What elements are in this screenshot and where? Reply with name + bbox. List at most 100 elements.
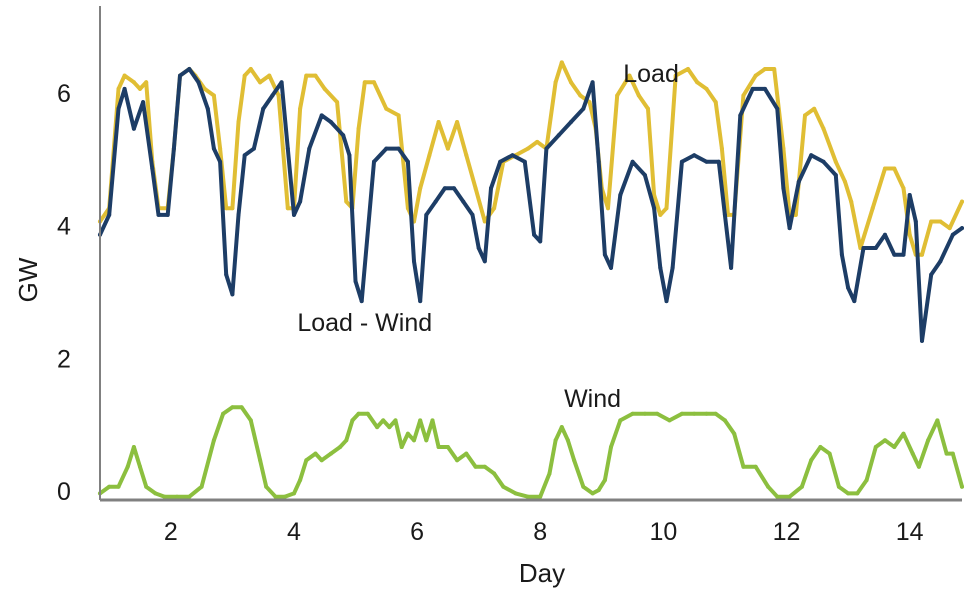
data-point-load-wind xyxy=(187,67,192,71)
data-point-wind xyxy=(916,464,921,469)
data-point-load-wind xyxy=(609,265,613,270)
data-point-load xyxy=(849,199,854,204)
data-point-load xyxy=(812,106,817,111)
data-point-load xyxy=(658,212,663,217)
data-point-load-wind xyxy=(384,146,389,151)
data-point-wind xyxy=(273,494,278,499)
data-point-wind xyxy=(501,484,506,489)
data-point-wind xyxy=(553,438,558,443)
data-point-load-wind xyxy=(738,113,743,118)
data-point-load xyxy=(492,206,497,211)
data-point-load xyxy=(445,146,450,151)
series-label-wind: Wind xyxy=(564,385,621,413)
data-point-wind xyxy=(901,431,906,436)
data-point-load xyxy=(276,93,281,98)
data-point-load-wind xyxy=(150,166,155,171)
x-tick-labels: 2 4 6 8 10 12 14 xyxy=(164,518,924,546)
data-point-wind xyxy=(199,484,204,489)
data-point-load-wind xyxy=(412,259,416,264)
data-point-wind xyxy=(799,484,804,489)
data-point-load xyxy=(202,86,207,91)
series-label-load: Load xyxy=(623,60,679,88)
data-point-wind xyxy=(430,418,435,423)
data-point-load xyxy=(258,80,263,85)
data-point-load-wind xyxy=(581,106,586,111)
data-point-load xyxy=(131,80,136,85)
data-point-load-wind xyxy=(929,272,934,277)
data-point-wind xyxy=(492,471,497,476)
data-point-wind xyxy=(375,425,380,430)
data-point-load-wind xyxy=(787,226,792,231)
data-point-load-wind xyxy=(704,159,709,164)
data-point-load xyxy=(122,73,127,78)
y-tick-label: 2 xyxy=(57,345,71,373)
data-point-load-wind xyxy=(452,186,456,191)
data-point-wind xyxy=(248,418,253,423)
x-tick-label: 10 xyxy=(649,518,677,546)
data-point-load xyxy=(907,232,912,237)
data-point-wind xyxy=(107,484,112,489)
y-axis-title: GW xyxy=(13,257,43,302)
series-line-wind xyxy=(98,405,964,499)
data-point-load xyxy=(344,199,349,204)
data-point-wind xyxy=(836,484,841,489)
data-point-load-wind xyxy=(596,159,601,164)
series-label-load-wind: Load - Wind xyxy=(297,309,432,337)
data-point-load xyxy=(960,199,964,204)
data-point-load-wind xyxy=(538,239,543,244)
data-point-wind xyxy=(775,494,780,499)
data-point-load-wind xyxy=(602,252,607,257)
data-point-load xyxy=(116,86,121,91)
data-point-load xyxy=(224,206,229,211)
data-point-load xyxy=(396,113,401,118)
data-point-load xyxy=(304,73,309,78)
data-point-load-wind xyxy=(950,232,955,237)
data-point-wind xyxy=(338,445,343,449)
data-point-load xyxy=(248,67,253,71)
data-point-load xyxy=(144,80,149,85)
data-point-load-wind xyxy=(292,212,296,217)
data-point-wind xyxy=(455,458,460,463)
data-point-wind xyxy=(590,491,595,496)
data-point-load-wind xyxy=(131,126,136,131)
data-point-wind xyxy=(547,471,552,476)
data-point-load-wind xyxy=(107,212,112,217)
data-point-wind xyxy=(950,451,955,456)
y-tick-label: 0 xyxy=(57,478,71,506)
data-point-wind xyxy=(855,491,860,496)
data-point-wind xyxy=(405,431,410,436)
data-point-load xyxy=(741,93,746,98)
data-point-load-wind xyxy=(861,246,866,250)
data-point-wind xyxy=(356,411,361,416)
data-point-load-wind xyxy=(846,285,851,290)
data-point-load xyxy=(920,252,924,257)
data-point-load-wind xyxy=(920,338,924,343)
data-point-load xyxy=(298,106,303,111)
data-point-load-wind xyxy=(396,146,401,151)
data-point-load xyxy=(772,67,777,71)
data-point-load-wind xyxy=(236,212,241,217)
data-point-load-wind xyxy=(224,272,229,277)
data-point-load-wind xyxy=(729,265,734,270)
data-point-wind xyxy=(873,445,878,449)
data-point-load-wind xyxy=(307,146,312,151)
data-point-wind xyxy=(412,438,416,443)
data-point-load-wind xyxy=(251,146,256,151)
data-point-load-wind xyxy=(809,153,814,158)
data-point-load-wind xyxy=(424,212,429,217)
data-point-load-wind xyxy=(839,252,844,257)
data-point-load xyxy=(525,146,530,151)
data-point-load xyxy=(664,206,669,211)
data-point-wind xyxy=(350,418,355,423)
data-point-load xyxy=(883,166,887,171)
data-point-load-wind xyxy=(532,232,537,237)
data-point-load xyxy=(843,179,847,184)
data-point-wind xyxy=(596,488,601,493)
data-point-load-wind xyxy=(433,199,438,204)
data-point-load-wind xyxy=(590,80,595,85)
y-tick-label: 4 xyxy=(57,213,71,241)
data-point-load-wind xyxy=(171,146,176,151)
data-point-wind xyxy=(692,411,697,416)
y-tick-labels: 0 2 4 6 xyxy=(57,80,71,506)
data-point-load-wind xyxy=(196,80,201,85)
